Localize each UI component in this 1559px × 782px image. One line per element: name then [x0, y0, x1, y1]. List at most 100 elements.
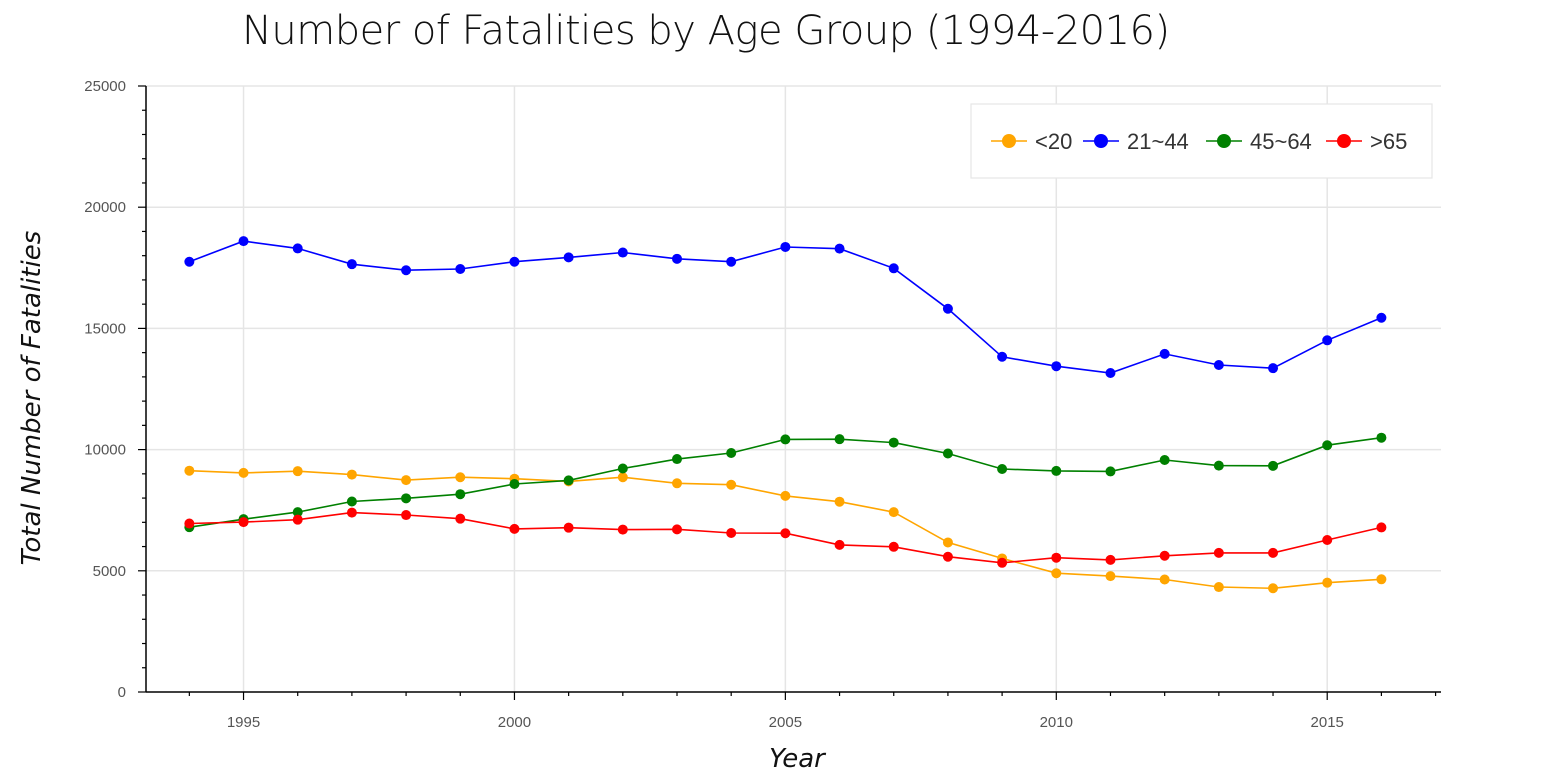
data-point: [1268, 583, 1279, 594]
data-point: [292, 514, 303, 525]
data-point: [780, 490, 791, 501]
data-point: [1105, 554, 1116, 565]
data-point: [888, 541, 899, 552]
data-point: [888, 437, 899, 448]
data-point: [1322, 440, 1333, 451]
data-point: [238, 517, 249, 528]
data-point: [184, 256, 195, 267]
data-point: [401, 265, 412, 276]
data-point: [672, 253, 683, 264]
data-point: [401, 475, 412, 486]
data-point: [1376, 312, 1387, 323]
data-point: [997, 463, 1008, 474]
x-tick-label: 2015: [1311, 714, 1344, 731]
data-point: [292, 507, 303, 518]
data-point: [617, 463, 628, 474]
data-point: [346, 496, 357, 507]
x-tick-label: 2005: [769, 714, 802, 731]
y-axis-title: Total Number of Fatalities: [17, 231, 47, 566]
data-point: [1051, 465, 1062, 476]
data-point: [997, 351, 1008, 362]
data-point: [1213, 547, 1224, 558]
data-point: [1268, 547, 1279, 558]
data-point: [292, 466, 303, 477]
data-point: [563, 522, 574, 533]
data-point: [1051, 568, 1062, 579]
data-point: [726, 479, 737, 490]
grid-lines: [146, 85, 1441, 692]
data-point: [726, 447, 737, 458]
y-tick-label: 10000: [84, 442, 126, 459]
data-point: [942, 537, 953, 548]
data-point: [563, 475, 574, 486]
data-point: [455, 513, 466, 524]
data-point: [834, 496, 845, 507]
data-point: [1268, 460, 1279, 471]
data-point: [238, 467, 249, 478]
data-point: [1376, 432, 1387, 443]
data-point: [563, 252, 574, 263]
legend: <20 21~44 45~64 >65: [970, 103, 1433, 179]
legend-label: >65: [1370, 129, 1407, 154]
data-point: [238, 236, 249, 247]
axes: 0 5000 10000 15000 20000 25000 1995 2000 2005 201…: [84, 78, 1441, 731]
y-tick-label: 20000: [84, 199, 126, 216]
y-tick-label: 15000: [84, 320, 126, 337]
data-point: [1159, 574, 1170, 585]
x-tick-label: 1995: [227, 714, 260, 731]
data-point: [888, 263, 899, 274]
data-point: [509, 523, 520, 534]
series->65: [184, 507, 1387, 568]
data-point: [346, 259, 357, 270]
data-point: [346, 469, 357, 480]
data-point: [455, 264, 466, 275]
data-point: [1105, 571, 1116, 582]
data-point: [997, 557, 1008, 568]
y-tick-label: 25000: [84, 78, 126, 95]
data-point: [1105, 368, 1116, 379]
data-point: [617, 524, 628, 535]
data-point: [834, 434, 845, 445]
data-point: [184, 465, 195, 476]
data-point: [455, 472, 466, 483]
data-point: [780, 434, 791, 445]
chart-title: Number of Fatalities by Age Group (1994-…: [242, 8, 1170, 54]
series-21~44: [184, 236, 1387, 379]
y-tick-label: 0: [118, 684, 126, 701]
data-point: [1322, 577, 1333, 588]
data-point: [617, 247, 628, 258]
data-point: [888, 507, 899, 518]
legend-label: <20: [1035, 129, 1072, 154]
data-point: [1268, 363, 1279, 374]
legend-label: 21~44: [1127, 129, 1189, 154]
data-point: [509, 256, 520, 267]
data-point: [942, 551, 953, 562]
data-point: [1051, 361, 1062, 372]
series-45~64: [184, 432, 1387, 533]
data-point: [672, 524, 683, 535]
data-point: [401, 510, 412, 521]
data-point: [1159, 348, 1170, 359]
data-point: [1213, 360, 1224, 371]
data-point: [942, 448, 953, 459]
data-point: [726, 527, 737, 538]
data-point: [780, 528, 791, 539]
data-point: [1105, 466, 1116, 477]
y-tick-label: 5000: [93, 563, 126, 580]
legend-swatch-marker: [1002, 134, 1016, 148]
data-point: [1376, 574, 1387, 585]
data-point: [1051, 552, 1062, 563]
data-point: [834, 539, 845, 550]
data-point: [1376, 522, 1387, 533]
data-point: [617, 472, 628, 483]
data-point: [780, 241, 791, 252]
x-axis-title: Year: [769, 744, 827, 774]
data-point: [1213, 582, 1224, 593]
data-point: [672, 454, 683, 465]
data-point: [942, 303, 953, 314]
data-point: [1213, 460, 1224, 471]
x-tick-label: 2000: [498, 714, 531, 731]
data-point: [184, 518, 195, 529]
data-point: [346, 507, 357, 518]
